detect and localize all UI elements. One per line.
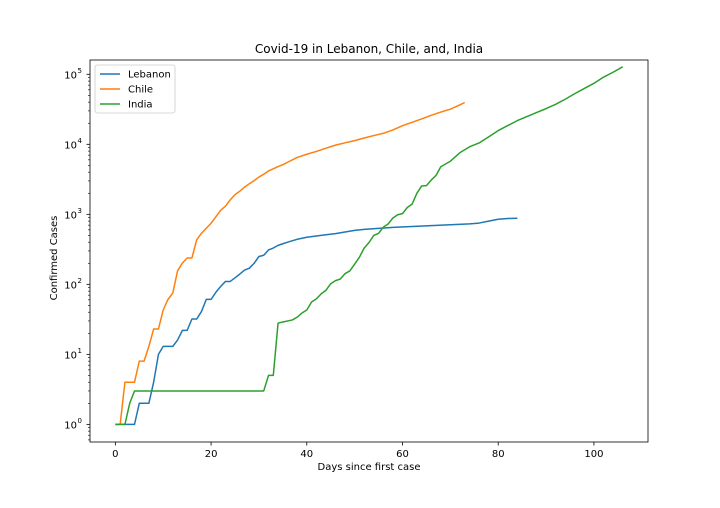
y-tick-label: 10 [64, 70, 77, 81]
legend-label-lebanon: Lebanon [128, 70, 171, 81]
series-line-india [115, 66, 624, 426]
legend: Lebanon Chile India [94, 64, 176, 114]
y-axis-label: Confirmed Cases [49, 216, 60, 301]
y-tick-label: 10 [64, 280, 77, 291]
x-axis-label: Days since first case [318, 462, 421, 473]
axes-frame [89, 59, 649, 443]
y-tick-exponent: 1 [78, 347, 82, 355]
series-line-lebanon [115, 217, 518, 426]
legend-box [94, 64, 176, 114]
legend-label-india: India [128, 100, 153, 111]
x-tick-label: 0 [112, 449, 118, 460]
y-tick-label: 10 [64, 420, 77, 431]
y-tick-label: 10 [64, 210, 77, 221]
y-tick-label: 10 [64, 350, 77, 361]
y-tick-exponent: 3 [78, 207, 82, 215]
y-tick-exponent: 0 [78, 417, 82, 425]
y-tick-exponent: 5 [78, 67, 82, 75]
y-tick-exponent: 4 [78, 137, 83, 145]
chart-title: Covid-19 in Lebanon, Chile, and, India [255, 42, 483, 56]
x-tick-label: 60 [396, 449, 409, 460]
y-tick-label: 10 [64, 140, 77, 151]
x-tick-label: 20 [205, 449, 218, 460]
y-tick-exponent: 2 [78, 277, 82, 285]
x-tick-label: 80 [492, 449, 505, 460]
legend-label-chile: Chile [128, 85, 153, 96]
series-line-chile [115, 101, 466, 426]
x-tick-label: 100 [584, 449, 603, 460]
x-tick-label: 40 [300, 449, 313, 460]
